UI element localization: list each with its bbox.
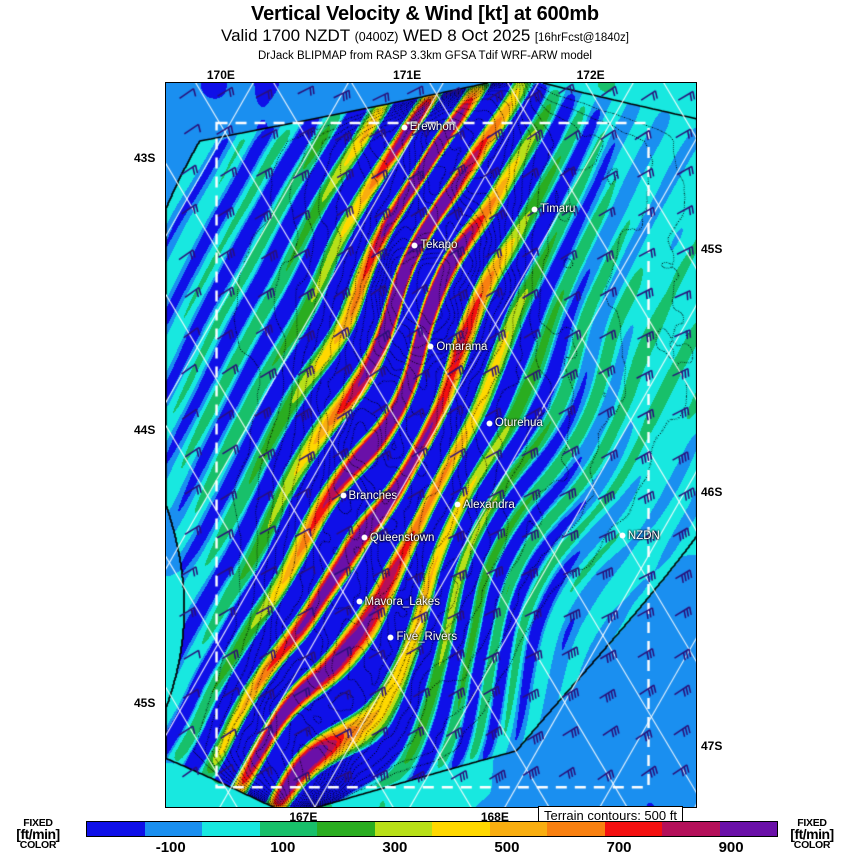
- lon-label-172E: 172E: [576, 68, 605, 82]
- colorbar-tick-700: 700: [606, 839, 632, 856]
- colorbar-tick-900: 900: [718, 839, 744, 856]
- colorbar-bin-3: [259, 822, 317, 836]
- forecast-tag: [16hrFcst@1840z]: [534, 32, 629, 44]
- lat-label-right-46S: 46S: [701, 485, 723, 500]
- colorbar-right-unit: [ft/min]: [790, 826, 834, 842]
- colorbar-right-mode-top: FIXED: [797, 817, 827, 829]
- colorbar-tick-300: 300: [382, 839, 408, 856]
- colorbar-tick-labels: -100 100 300 500 700 900: [86, 839, 778, 859]
- colorbar-bin-5: [374, 822, 432, 836]
- colorbar-left-mode-bottom: COLOR: [19, 839, 57, 851]
- lon-label-171E: 171E: [393, 68, 422, 82]
- lat-label-left-43S: 43S: [134, 151, 156, 166]
- vertical-velocity-heatmap: [166, 83, 696, 807]
- lat-label-right-45S: 45S: [701, 241, 723, 256]
- lat-label-left-45S: 45S: [134, 695, 156, 710]
- lat-label-left-44S: 44S: [134, 423, 156, 438]
- colorbar-bin-0: [87, 822, 145, 836]
- colorbar-bin-6: [432, 822, 490, 836]
- colorbar-gradient: [86, 821, 778, 837]
- colorbar-bin-4: [317, 822, 375, 836]
- colorbar-bin-1: [144, 822, 202, 836]
- colorbar-bin-2: [202, 822, 260, 836]
- colorbar-right-mode-bottom: COLOR: [793, 839, 831, 851]
- colorbar-left-mode-top: FIXED: [23, 817, 53, 829]
- valid-time: Valid 1700 NZDT: [221, 26, 351, 45]
- colorbar-tick-100: 100: [270, 839, 296, 856]
- colorbar-bin-8: [547, 822, 605, 836]
- colorbar-left-unit: [ft/min]: [16, 826, 60, 842]
- colorbar-bin-9: [604, 822, 662, 836]
- lon-label-170E: 170E: [206, 68, 235, 82]
- page-title: Vertical Velocity & Wind [kt] at 600mb: [251, 3, 599, 25]
- colorbar-tick-500: 500: [494, 839, 520, 856]
- lat-label-right-47S: 47S: [701, 739, 723, 754]
- valid-utc: (0400Z): [354, 30, 399, 44]
- chart-header: Vertical Velocity & Wind [kt] at 600mb V…: [0, 0, 850, 63]
- colorbar-tick--100: -100: [155, 839, 186, 856]
- map-frame: [165, 82, 697, 808]
- colorbar-left-label: FIXED [ft/min] COLOR: [0, 818, 78, 851]
- colorbar-section: FIXED [ft/min] COLOR -100 100 300 500 700 900…: [0, 818, 850, 860]
- valid-date: WED 8 Oct 2025: [402, 26, 531, 45]
- lon-label-168E: 168E: [480, 810, 509, 824]
- colorbar-bin-10: [662, 822, 720, 836]
- colorbar-right-label: FIXED [ft/min] COLOR: [772, 818, 850, 851]
- forecast-map[interactable]: 170E 171E 172E 167E 168E 43S 44S 45S 45S 46S 47S E…: [134, 68, 722, 824]
- colorbar-bin-11: [719, 822, 777, 836]
- colorbar-bin-7: [489, 822, 547, 836]
- valid-time-line: Valid 1700 NZDT (0400Z) WED 8 Oct 2025 […: [0, 26, 850, 48]
- lon-label-167E: 167E: [289, 810, 318, 824]
- model-attribution: DrJack BLIPMAP from RASP 3.3km GFSA Tdif…: [257, 50, 592, 62]
- terrain-contour-label: Terrain contours: 500 ft: [544, 808, 677, 823]
